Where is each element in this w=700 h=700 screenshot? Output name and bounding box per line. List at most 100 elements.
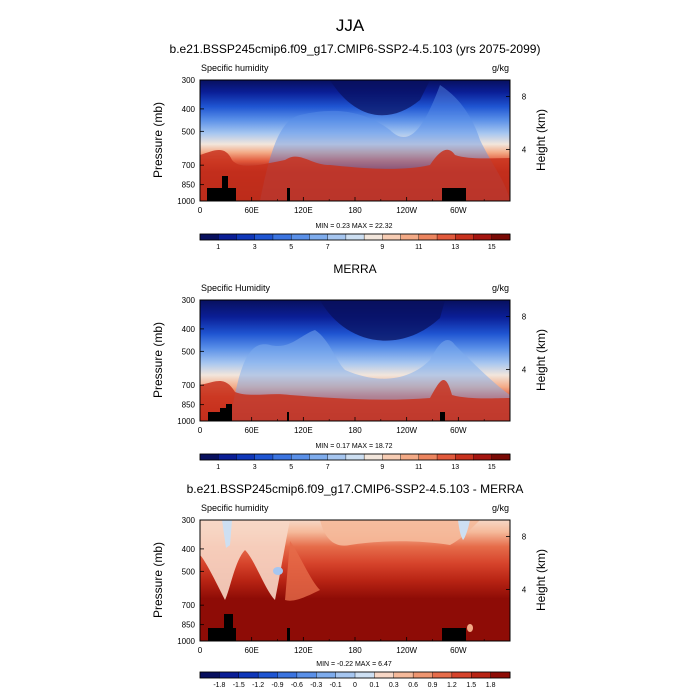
colorbar-label: 0: [353, 682, 357, 689]
colorbar-swatch: [382, 233, 402, 241]
panel-merra: MERRA Specific Humidity g/kg Pressure (m…: [151, 262, 548, 471]
x-tick-label: 120E: [294, 206, 313, 215]
topography: [208, 404, 445, 421]
colorbar-swatch: [363, 233, 383, 241]
colorbar-label: 3: [253, 244, 257, 251]
colorbar-label: 13: [451, 464, 459, 471]
colorbar-swatch: [473, 233, 493, 241]
y-tick-label: 300: [182, 76, 196, 85]
colorbar-label: 13: [451, 244, 459, 251]
x-tick-label: 0: [198, 426, 203, 435]
panel-left-label: Specific humidity: [201, 503, 269, 513]
colorbar-swatch: [309, 233, 329, 241]
colorbar-swatch: [199, 671, 220, 679]
x-tick-label: 120W: [396, 426, 417, 435]
colorbar-swatch: [327, 233, 347, 241]
colorbar-swatch: [272, 453, 292, 461]
colorbar-swatch: [393, 671, 414, 679]
colorbar-label: -0.9: [271, 682, 283, 689]
y2-axis-label: Height (km): [534, 329, 548, 391]
colorbar-label: -0.1: [330, 682, 342, 689]
x-tick-label: 60W: [450, 206, 467, 215]
colorbar-swatch: [382, 453, 402, 461]
colorbar-label: 7: [326, 464, 330, 471]
colorbar-swatch: [400, 453, 420, 461]
y2-tick-label: 8: [522, 93, 527, 102]
colorbar-label: 1.5: [466, 682, 476, 689]
colorbar-swatch: [309, 453, 329, 461]
stats-label: MIN = 0.17 MAX = 18.72: [315, 443, 392, 450]
colorbar-swatch: [491, 453, 511, 461]
colorbar-swatch: [451, 671, 472, 679]
colorbar-swatch: [254, 453, 274, 461]
y-tick-label: 850: [182, 181, 196, 190]
colorbar-label: 1.8: [486, 682, 496, 689]
y-axis-label: Pressure (mb): [151, 322, 165, 398]
colorbar-swatch: [236, 453, 256, 461]
negative-anomaly: [273, 567, 283, 575]
panel-model: b.e21.BSSP245cmip6.f09_g17.CMIP6-SSP2-4.…: [151, 42, 548, 251]
colorbar-swatch: [418, 233, 438, 241]
colorbar-swatch: [290, 453, 310, 461]
colorbar-frame: [199, 453, 511, 461]
colorbar-swatch: [327, 453, 347, 461]
colorbar-swatch: [490, 671, 511, 679]
positive-peak: [467, 624, 473, 632]
colorbar-swatch: [363, 453, 383, 461]
colorbar-label: 1: [216, 244, 220, 251]
panel-difference: b.e21.BSSP245cmip6.f09_g17.CMIP6-SSP2-4.…: [151, 482, 548, 689]
colorbar-label: 0.1: [370, 682, 380, 689]
colorbar-swatch: [345, 233, 365, 241]
colorbar-label: 15: [488, 464, 496, 471]
colorbar-swatch: [290, 233, 310, 241]
colorbar-swatch: [432, 671, 453, 679]
y-tick-label: 500: [182, 567, 196, 576]
y2-tick-label: 4: [522, 585, 527, 594]
y-axis-label: Pressure (mb): [151, 542, 165, 618]
plot-area: [200, 80, 510, 201]
colorbar-swatch: [257, 671, 278, 679]
y-tick-label: 850: [182, 621, 196, 630]
colorbar-swatch: [471, 671, 492, 679]
y2-tick-label: 8: [522, 533, 527, 542]
colorbar-label: -0.6: [291, 682, 303, 689]
x-tick-label: 0: [198, 646, 203, 655]
x-tick-label: 120E: [294, 426, 313, 435]
warm-layer: [200, 380, 510, 421]
figure-title: JJA: [336, 16, 365, 35]
colorbar-label: 5: [289, 464, 293, 471]
y2-axis-label: Height (km): [534, 109, 548, 171]
colorbar-label: 7: [326, 244, 330, 251]
topography: [207, 176, 466, 201]
colorbar-swatch: [412, 671, 433, 679]
weak-anomaly: [200, 520, 290, 600]
colorbar-swatch: [296, 671, 317, 679]
x-tick-label: 180: [348, 646, 362, 655]
y-tick-label: 1000: [177, 637, 195, 646]
y-tick-label: 700: [182, 161, 196, 170]
x-tick-label: 120E: [294, 646, 313, 655]
y-tick-label: 400: [182, 545, 196, 554]
colorbar-swatch: [218, 453, 237, 461]
panel-left-label: Specific Humidity: [201, 283, 271, 293]
colorbar: 1 3 5 7 9 11 13 15: [199, 453, 511, 471]
moderate-anomaly: [285, 541, 320, 601]
panel-title: MERRA: [333, 262, 376, 276]
x-tick-label: 60E: [245, 646, 259, 655]
weak-anomaly: [320, 520, 480, 546]
colorbar-swatch: [272, 233, 292, 241]
y2-tick-label: 8: [522, 313, 527, 322]
topography: [208, 614, 466, 641]
colorbar-swatch: [238, 671, 259, 679]
x-tick-label: 60W: [450, 426, 467, 435]
x-tick-label: 120W: [396, 206, 417, 215]
x-tick-label: 0: [198, 206, 203, 215]
x-tick-label: 120W: [396, 646, 417, 655]
y-tick-label: 400: [182, 325, 196, 334]
panel-left-label: Specific humidity: [201, 63, 269, 73]
dry-dome: [320, 300, 445, 341]
x-tick-label: 60W: [450, 646, 467, 655]
colorbar-swatch: [436, 233, 456, 241]
stats-label: MIN = -0.22 MAX = 6.47: [316, 661, 392, 668]
colorbar-swatch: [254, 233, 274, 241]
